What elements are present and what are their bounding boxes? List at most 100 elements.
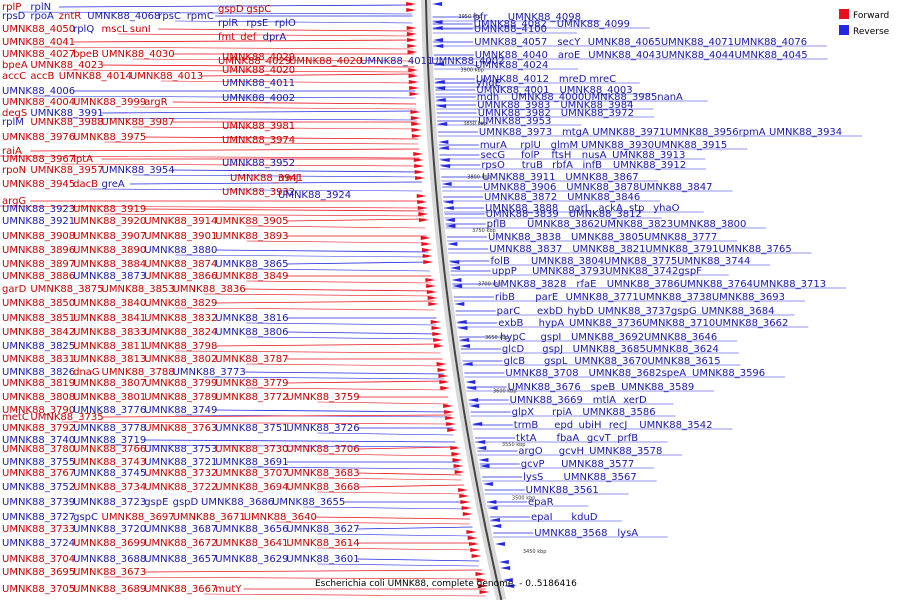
- leader-line: [18, 11, 413, 15]
- scale-mark-label: 3500 kbp: [512, 496, 536, 502]
- gene-label: zntR: [59, 11, 82, 22]
- forward-feature: [413, 152, 424, 156]
- gene-label: UMNK88_3772: [215, 392, 288, 403]
- gene-label: UMNK88_4002: [431, 56, 504, 67]
- gene-label: UMNK88_3732: [144, 468, 217, 479]
- gene-label: UMNK88_3906: [483, 182, 556, 193]
- leader-line: [317, 563, 479, 567]
- gene-label: UMNK88_3808: [2, 392, 75, 403]
- forward-feature: [459, 494, 470, 498]
- reverse-feature: [450, 266, 461, 270]
- leader-line: [246, 336, 439, 340]
- gene-label: UMNK88_3751: [215, 423, 288, 434]
- forward-feature: [409, 92, 420, 96]
- gene-label: UMNK88_3974: [222, 135, 295, 146]
- forward-feature: [461, 506, 472, 510]
- leader-line: [317, 432, 454, 436]
- gene-label: UMNK88_3932: [222, 187, 295, 198]
- gene-label: UMNK88_3813: [73, 354, 146, 365]
- gene-label: UMNK88_3971: [592, 127, 665, 138]
- leader-line: [129, 181, 422, 185]
- gene-label: UMNK88_3589: [621, 382, 694, 393]
- reverse-feature: [462, 362, 473, 366]
- leader-line: [101, 414, 452, 418]
- gene-label: rpoA: [30, 11, 54, 22]
- reverse-feature: [438, 146, 449, 150]
- forward-feature: [411, 122, 422, 126]
- gene-label: UMNK88_4012: [476, 74, 549, 85]
- gene-label: UMNK88_3841: [73, 313, 146, 324]
- gene-label: UMNK88_3915: [654, 140, 727, 151]
- gene-label: UMNK88_3840: [73, 298, 146, 309]
- gene-label: UMNK88_3667: [144, 584, 217, 595]
- gene-label: UMNK88_4001: [476, 85, 549, 96]
- reverse-feature: [491, 524, 502, 528]
- gene-label: UMNK88_3956: [666, 127, 739, 138]
- gene-label: UMNK88_3778: [73, 423, 146, 434]
- gene-label: epaI: [531, 512, 553, 523]
- gene-label: UMNK88_3726: [286, 423, 359, 434]
- gene-label: UMNK88_3999: [73, 97, 146, 108]
- gene-label: UMNK88_4050: [2, 24, 75, 35]
- gene-label: UMNK88_3764: [680, 279, 753, 290]
- gene-label: UMNK88_4011: [222, 78, 295, 89]
- gene-label: UMNK88_3734: [73, 482, 146, 493]
- gene-label: UMNK88_3688: [73, 554, 146, 565]
- gene-label: UMNK88_4029: [218, 56, 291, 67]
- forward-feature: [467, 536, 478, 540]
- forward-feature: [443, 404, 454, 408]
- leader-line: [317, 533, 473, 537]
- forward-feature: [417, 200, 428, 204]
- scale-mark-label: 3900 kbp: [460, 68, 484, 74]
- gene-label: UMNK88_3689: [73, 584, 146, 595]
- reverse-feature: [438, 140, 449, 144]
- reverse-feature: [494, 542, 505, 546]
- gene-label: UMNK88_3847: [639, 182, 712, 193]
- leader-line: [203, 376, 445, 380]
- forward-feature: [406, 26, 417, 30]
- gene-label: UMNK88_3812: [569, 209, 642, 220]
- reverse-feature: [457, 326, 468, 330]
- forward-feature: [408, 74, 419, 78]
- gene-label: UMNK88_3687: [144, 524, 217, 535]
- gene-label: UMNK88_3706: [286, 444, 359, 455]
- gene-label: UMNK88_3745: [73, 468, 146, 479]
- gene-label: UMNK88_3719: [73, 435, 146, 446]
- gene-label: UMNK88_3755: [2, 457, 75, 468]
- leader-line: [104, 213, 425, 217]
- reverse-feature: [459, 344, 470, 348]
- gene-label: UMNK88_4041: [2, 37, 75, 48]
- gene-label: recJ: [609, 420, 628, 431]
- scale-mark-label: 3700 kbp: [478, 282, 502, 288]
- gene-label: murA: [480, 140, 507, 151]
- gene-label: UMNK88_3727: [2, 512, 75, 523]
- gene-label: UMNK88_4098: [508, 12, 581, 23]
- gene-label: UMNK88_3673: [73, 567, 146, 578]
- gene-label: UMNK88_3934: [769, 127, 842, 138]
- leader-line: [89, 188, 422, 192]
- gene-label: mdh: [477, 92, 499, 103]
- gene-label: UMNK88_4030: [102, 49, 175, 60]
- gene-label: UMNK88_3875: [30, 284, 103, 295]
- gene-label: tktA: [516, 433, 537, 444]
- leader-line: [175, 254, 429, 258]
- forward-feature: [433, 338, 444, 342]
- leader-line: [246, 466, 460, 470]
- gene-label: UMNK88_3920: [73, 216, 146, 227]
- gene-label: gspE: [144, 497, 168, 508]
- gene-label: sunI: [130, 24, 151, 35]
- gene-label: UMNK88_3838: [488, 232, 561, 243]
- gene-label: gspD: [173, 497, 199, 508]
- gene-label: UMNK88_3839: [486, 209, 559, 220]
- gene-label: yhaO: [653, 203, 679, 214]
- gene-label: UMNK88_3987: [102, 117, 175, 128]
- gene-label: epaR: [528, 497, 554, 508]
- gene-label: UMNK88_3833: [73, 327, 146, 338]
- reverse-feature: [432, 26, 443, 30]
- gene-label: rpmC: [187, 11, 214, 22]
- leader-line: [317, 453, 458, 457]
- gene-label: UMNK88_3804: [531, 256, 604, 267]
- reverse-feature: [472, 422, 483, 426]
- gene-label: UMNK88_3699: [73, 538, 146, 549]
- gene-label: UMNK88_4100: [474, 24, 547, 35]
